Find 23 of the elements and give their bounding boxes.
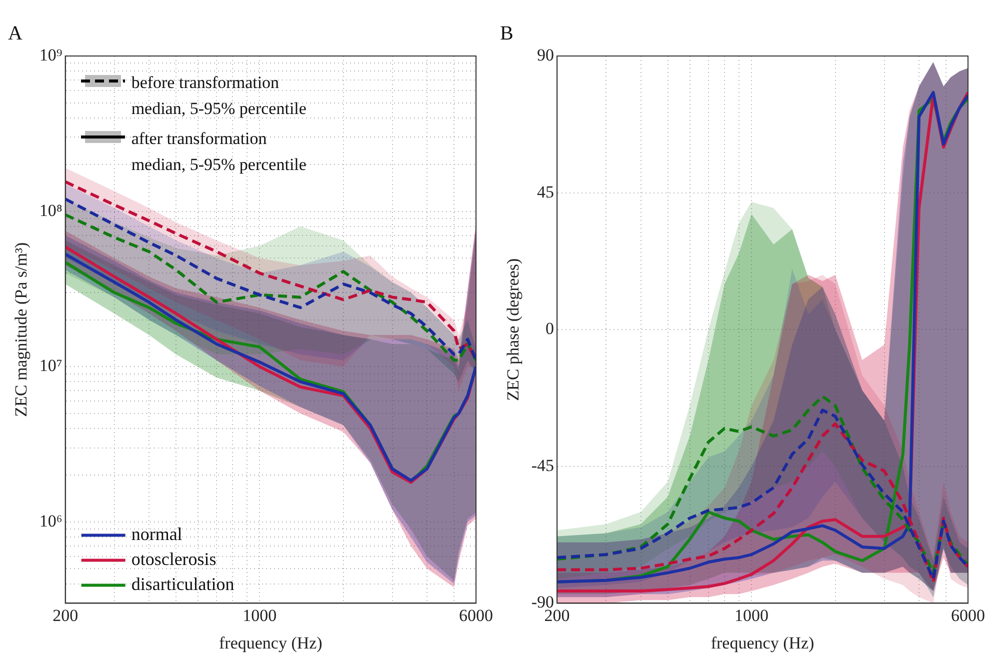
x-tick-label: 6000 (459, 606, 493, 625)
y-axis-title: ZEC phase (degrees) (504, 258, 523, 401)
x-tick-label: 200 (52, 606, 78, 625)
y-tick-label: 90 (537, 45, 554, 64)
y-tick-label: -45 (531, 456, 554, 475)
chart-title: A (8, 22, 23, 44)
y-tick-label: 10⁸ (39, 200, 62, 220)
y-tick-label: 10⁶ (39, 511, 62, 530)
legend-label: otosclerosis (131, 548, 216, 569)
x-tick-label: 1000 (242, 606, 277, 625)
y-tick-label: 0 (546, 319, 554, 338)
y-tick-label: 10⁷ (39, 356, 62, 376)
y-tick-label: 45 (537, 182, 554, 202)
x-axis-title: frequency (Hz) (218, 633, 322, 652)
chart-title: B (500, 22, 514, 44)
legend-label: disarticulation (131, 574, 234, 594)
x-tick-label: 1000 (734, 606, 769, 625)
annotation: after transformation median, 5-95% percentile (131, 128, 308, 176)
x-tick-label: 6000 (951, 606, 985, 625)
y-tick-label: 10⁹ (39, 45, 62, 64)
legend-label: normal (131, 524, 182, 544)
x-axis-title: frequency (Hz) (710, 633, 814, 652)
y-axis-title: ZEC magnitude (Pa s/m³) (12, 242, 31, 417)
